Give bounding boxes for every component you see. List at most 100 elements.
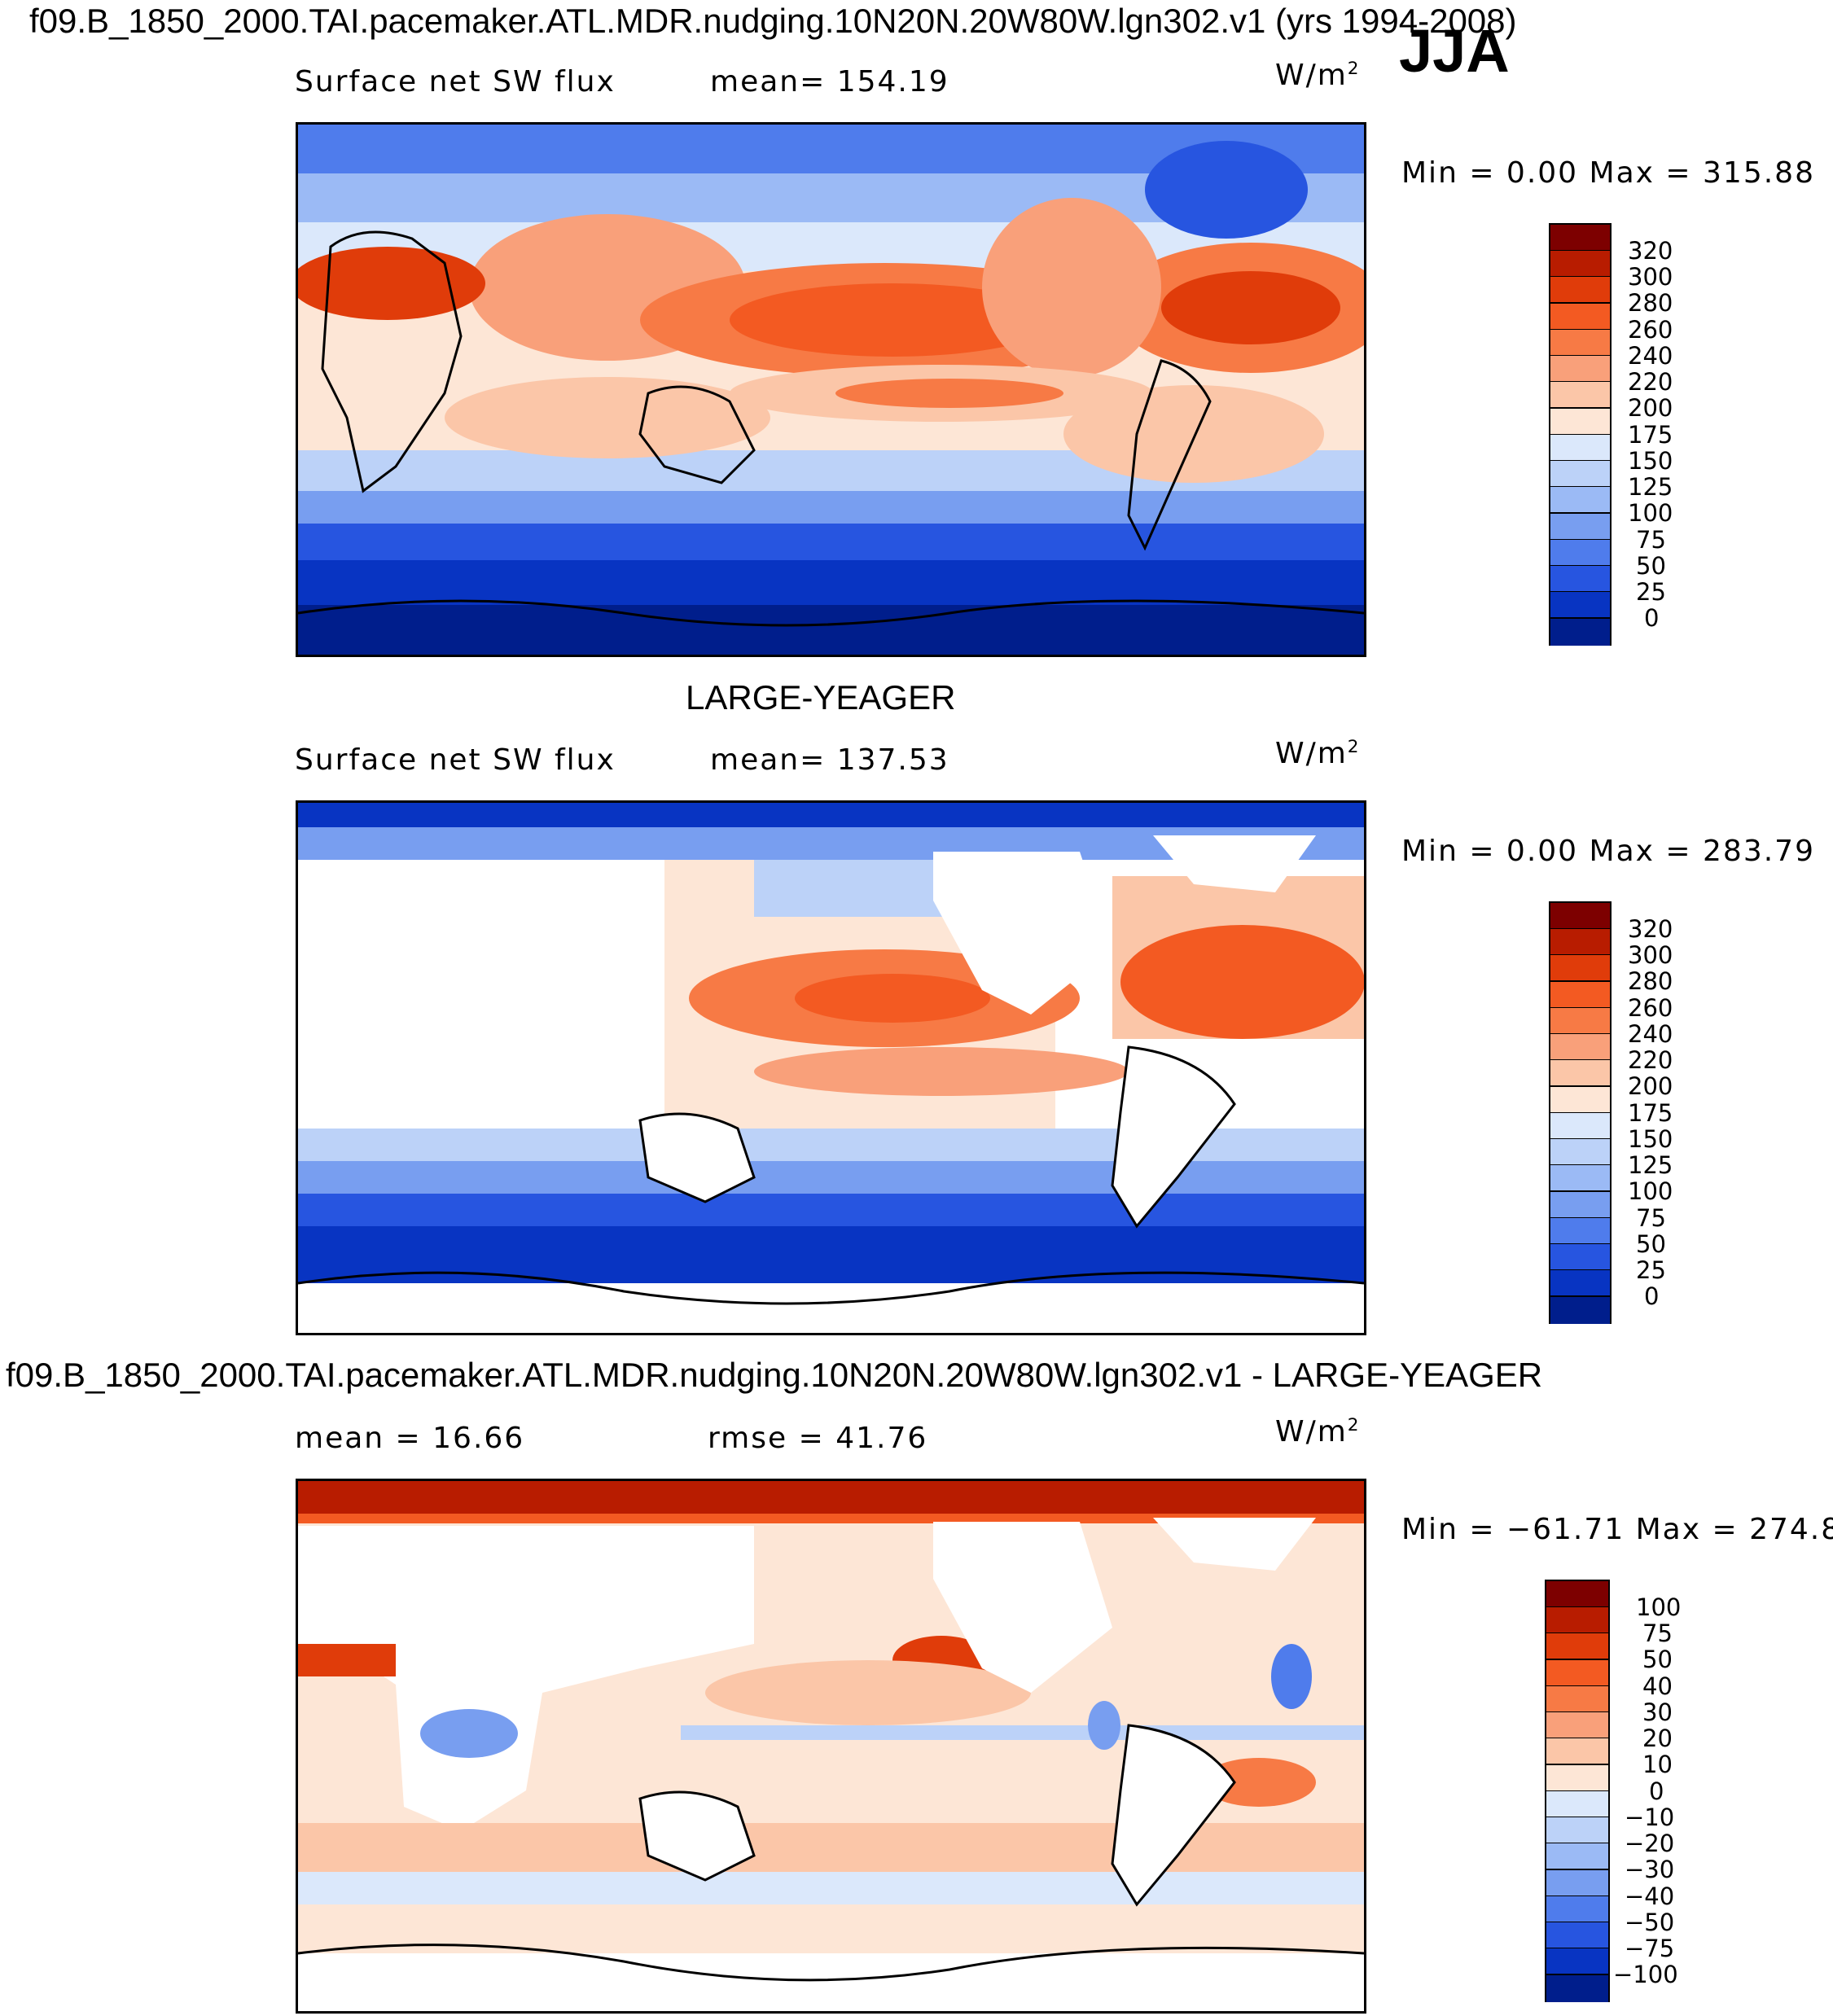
colorbar-tick-label: 25 <box>1636 578 1666 606</box>
rmse-label: rmse = 41.76 <box>708 1422 928 1455</box>
colorbar-tick-label: 240 <box>1628 342 1673 370</box>
colorbar-tick-label: 0 <box>1644 604 1660 632</box>
units-label: W/m2 <box>1275 1415 1361 1448</box>
colorbar-tick-label: 125 <box>1628 473 1673 501</box>
colorbar-tick-label: −20 <box>1625 1830 1675 1857</box>
colorbar-cell <box>1550 487 1610 514</box>
colorbar-tick-label: 300 <box>1628 263 1673 291</box>
mean-label: mean= 154.19 <box>710 65 949 99</box>
colorbar-tick-label: 75 <box>1636 526 1666 554</box>
colorbar-tick-label: 50 <box>1636 1230 1666 1258</box>
colorbar-cell <box>1546 1896 1608 1923</box>
colorbar-cell <box>1550 461 1610 488</box>
colorbar-cell <box>1550 435 1610 462</box>
colorbar-cell <box>1546 1607 1608 1634</box>
colorbar-tick-label: 0 <box>1644 1282 1660 1310</box>
colorbar-cell <box>1546 1817 1608 1844</box>
mean-label: mean= 137.53 <box>710 743 949 777</box>
colorbar-cell <box>1546 1948 1608 1975</box>
colorbar-tick-label: 100 <box>1628 499 1673 527</box>
colorbar-cell <box>1550 277 1610 304</box>
colorbar-cell <box>1550 514 1610 541</box>
minmax-label: Min = 0.00 Max = 283.79 <box>1401 835 1815 868</box>
colorbar-cell <box>1546 1738 1608 1765</box>
colorbar-cell <box>1546 1765 1608 1792</box>
map-diff-field <box>298 1481 1364 2011</box>
colorbar-cell <box>1550 955 1610 982</box>
colorbar-cell <box>1550 1034 1610 1061</box>
colorbar-cell <box>1550 1060 1610 1087</box>
colorbar-cell <box>1546 1922 1608 1949</box>
colorbar-tick-label: 220 <box>1628 1046 1673 1074</box>
colorbar-cell <box>1550 903 1610 930</box>
colorbar-tick-label: 100 <box>1628 1177 1673 1205</box>
colorbar-tick-label: 175 <box>1628 1099 1673 1127</box>
colorbar-cell <box>1550 1165 1610 1192</box>
map-model-field <box>298 125 1364 655</box>
colorbar-tick-label: −40 <box>1625 1882 1675 1910</box>
colorbar-tick-label: −10 <box>1625 1803 1675 1831</box>
colorbar-tick-label: 125 <box>1628 1151 1673 1179</box>
colorbar-cell <box>1546 1660 1608 1687</box>
colorbar-tick-label: 40 <box>1642 1672 1673 1700</box>
colorbar-cell <box>1550 330 1610 357</box>
colorbar-tick-label: 150 <box>1628 1125 1673 1153</box>
colorbar-tick-label: 175 <box>1628 421 1673 449</box>
colorbar-tick-label: 25 <box>1636 1256 1666 1284</box>
colorbar-cell <box>1550 225 1610 252</box>
colorbar-cell <box>1550 1139 1610 1166</box>
colorbar-cell <box>1550 566 1610 593</box>
colorbar-tick-label: 280 <box>1628 967 1673 995</box>
colorbar-cell <box>1550 382 1610 409</box>
colorbar-tick-label: 20 <box>1642 1725 1673 1752</box>
colorbar-tick-label: −100 <box>1613 1961 1678 1988</box>
colorbar-tick-label: −50 <box>1625 1909 1675 1936</box>
colorbar-cell <box>1550 1270 1610 1297</box>
season-label: JJA <box>1399 17 1510 85</box>
panel-title: LARGE-YEAGER <box>686 678 956 717</box>
colorbar-tick-label: 320 <box>1628 915 1673 943</box>
colorbar-cell <box>1546 1686 1608 1713</box>
colorbar-tick-label: −75 <box>1625 1935 1675 1962</box>
units-label: W/m2 <box>1275 59 1361 92</box>
main-title: f09.B_1850_2000.TAI.pacemaker.ATL.MDR.nu… <box>29 2 1517 40</box>
colorbar-cell <box>1550 1218 1610 1245</box>
colorbar-cell <box>1550 1087 1610 1114</box>
colorbar-tick-label: 100 <box>1636 1593 1682 1621</box>
colorbar-tick-label: 30 <box>1642 1698 1673 1726</box>
colorbar-cell <box>1550 1113 1610 1140</box>
mean-label: mean = 16.66 <box>295 1422 525 1455</box>
colorbar-tick-label: 75 <box>1642 1619 1673 1647</box>
colorbar-tick-label: 200 <box>1628 1072 1673 1100</box>
colorbar-tick-label: 50 <box>1642 1646 1673 1673</box>
colorbar-cell <box>1550 304 1610 331</box>
map-diff <box>296 1479 1366 2014</box>
colorbar-cell <box>1550 251 1610 278</box>
colorbar-tick-label: 150 <box>1628 447 1673 475</box>
map-model <box>296 122 1366 657</box>
panel-title: f09.B_1850_2000.TAI.pacemaker.ATL.MDR.nu… <box>6 1356 1543 1394</box>
colorbar-cell <box>1546 1581 1608 1608</box>
colorbar-tick-label: 260 <box>1628 316 1673 344</box>
colorbar-tick-label: 280 <box>1628 289 1673 317</box>
colorbar-cell <box>1546 1975 1608 2002</box>
colorbar-cell <box>1546 1712 1608 1739</box>
colorbar-cell <box>1546 1791 1608 1818</box>
map-obs-field <box>298 803 1364 1333</box>
variable-label: Surface net SW flux <box>295 65 616 99</box>
colorbar-cell <box>1550 540 1610 567</box>
minmax-label: Min = 0.00 Max = 315.88 <box>1401 156 1815 190</box>
colorbar-cell <box>1550 409 1610 436</box>
colorbar-diff <box>1545 1580 1610 2002</box>
colorbar-cell <box>1550 356 1610 383</box>
colorbar-cell <box>1546 1843 1608 1870</box>
colorbar-tick-label: 300 <box>1628 941 1673 969</box>
colorbar-cell <box>1550 1297 1610 1324</box>
colorbar-tick-label: 200 <box>1628 394 1673 422</box>
units-label: W/m2 <box>1275 737 1361 770</box>
colorbar-cell <box>1550 982 1610 1009</box>
colorbar-model <box>1549 223 1612 646</box>
colorbar-tick-label: 0 <box>1649 1777 1664 1805</box>
colorbar-cell <box>1546 1870 1608 1897</box>
colorbar-tick-label: 75 <box>1636 1204 1666 1232</box>
